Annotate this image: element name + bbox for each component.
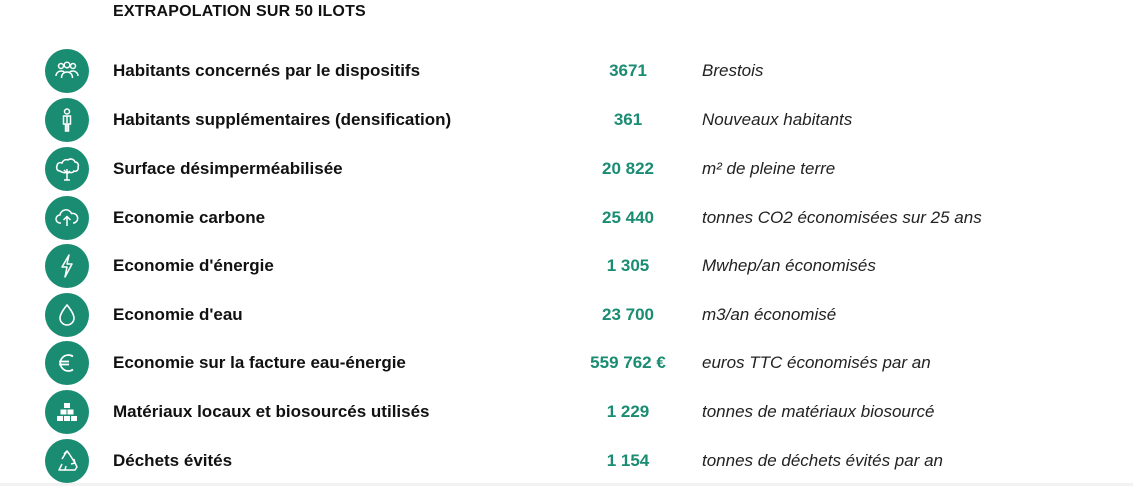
indicator-row: Habitants supplémentaires (densification… xyxy=(0,98,1133,142)
indicator-value: 1 305 xyxy=(606,256,650,275)
indicator-value: 20 822 xyxy=(602,159,654,178)
section-heading: EXTRAPOLATION SUR 50 ILOTS xyxy=(113,3,366,20)
indicator-value: 25 440 xyxy=(602,208,654,227)
indicator-unit: Nouveaux habitants xyxy=(702,110,853,129)
cloud-upload-icon xyxy=(45,196,89,240)
indicator-row: Economie d'énergie 1 305 Mwhep/an économ… xyxy=(0,244,1133,288)
stacked-blocks-icon xyxy=(45,390,89,434)
indicator-unit: m² de pleine terre xyxy=(702,159,836,178)
indicator-row: Economie d'eau 23 700 m3/an économisé xyxy=(0,293,1133,337)
water-drop-icon xyxy=(45,293,89,337)
lightning-icon xyxy=(45,244,89,288)
indicator-row: Surface désimperméabilisée 20 822 m² de … xyxy=(0,147,1133,191)
indicator-value: 3671 xyxy=(609,61,647,80)
indicator-unit: tonnes de déchets évités par an xyxy=(702,451,943,470)
tree-icon xyxy=(45,147,89,191)
indicator-row: Habitants concernés par le dispositifs 3… xyxy=(0,49,1133,93)
indicator-value: 1 229 xyxy=(606,402,650,421)
recycle-icon xyxy=(45,439,89,483)
indicator-unit: tonnes de matériaux biosourcé xyxy=(702,402,935,421)
indicator-unit: Brestois xyxy=(702,61,764,80)
indicator-label: Economie d'eau xyxy=(113,305,243,324)
indicator-label: Déchets évités xyxy=(113,451,233,470)
indicator-label: Habitants supplémentaires (densification… xyxy=(113,110,452,129)
indicator-value: 559 762 € xyxy=(590,353,666,372)
indicator-unit: m3/an économisé xyxy=(702,305,837,324)
indicator-value: 23 700 xyxy=(602,305,654,324)
indicator-unit: tonnes CO2 économisées sur 25 ans xyxy=(702,208,982,227)
indicator-label: Surface désimperméabilisée xyxy=(113,159,343,178)
indicator-row: Matériaux locaux et biosourcés utilisés … xyxy=(0,390,1133,434)
person-icon xyxy=(45,98,89,142)
indicator-label: Economie carbone xyxy=(113,208,266,227)
indicator-row: Economie sur la facture eau-énergie 559 … xyxy=(0,341,1133,385)
indicator-value: 361 xyxy=(613,110,643,129)
indicator-label: Economie d'énergie xyxy=(113,256,274,275)
indicator-value: 1 154 xyxy=(606,451,650,470)
indicator-label: Habitants concernés par le dispositifs xyxy=(113,61,421,80)
people-group-icon xyxy=(45,49,89,93)
indicator-row: Déchets évités 1 154 tonnes de déchets é… xyxy=(0,439,1133,483)
indicator-unit: Mwhep/an économisés xyxy=(702,256,876,275)
footer-divider xyxy=(0,483,1133,486)
euro-icon xyxy=(45,341,89,385)
indicator-row: Economie carbone 25 440 tonnes CO2 écono… xyxy=(0,196,1133,240)
indicator-unit: euros TTC économisés par an xyxy=(702,353,931,372)
indicator-label: Matériaux locaux et biosourcés utilisés xyxy=(113,402,430,421)
indicator-label: Economie sur la facture eau-énergie xyxy=(113,353,406,372)
